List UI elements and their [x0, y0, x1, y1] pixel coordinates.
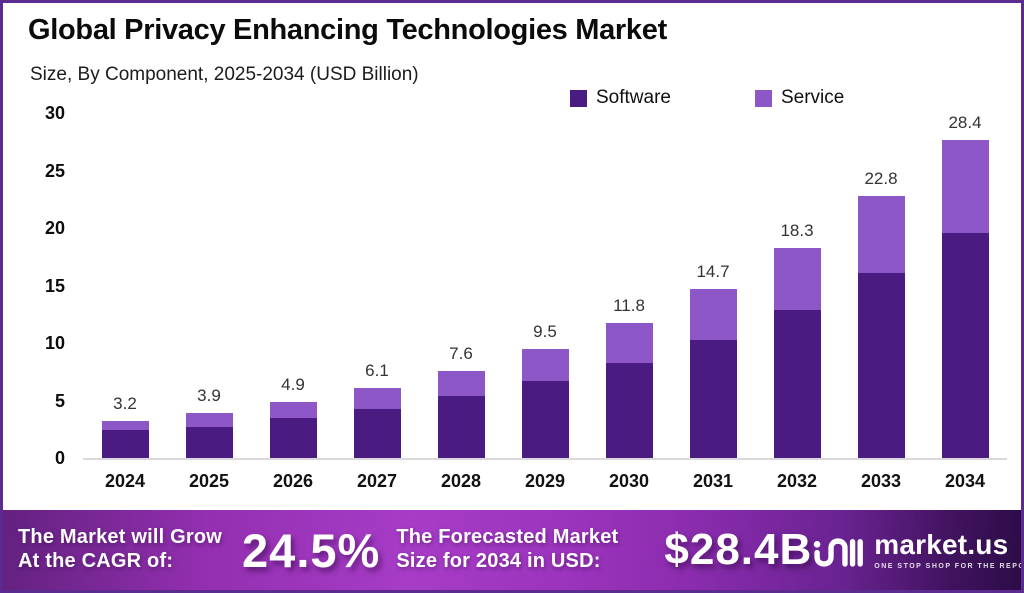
software-bar-segment — [101, 430, 149, 458]
chart-subtitle: Size, By Component, 2025-2034 (USD Billi… — [30, 64, 419, 85]
cagr-label-line2: At the CAGR of: — [18, 550, 174, 572]
logo-tagline: ONE STOP SHOP FOR THE REPORTS — [874, 562, 1021, 570]
bar-column-2031: 14.7 2031 — [671, 113, 755, 491]
bar-value-label: 6.1 — [365, 361, 389, 380]
bar-column-2033: 22.8 2033 — [839, 113, 923, 491]
x-axis-label: 2033 — [860, 471, 902, 491]
bar-column-2034: 28.4 2034 — [923, 113, 1007, 491]
x-axis-label: 2026 — [272, 471, 314, 491]
bar-value-label: 28.4 — [948, 113, 982, 132]
logo-text-block: market.us ONE STOP SHOP FOR THE REPORTS — [874, 528, 1021, 570]
y-axis: 0 5 10 15 20 25 30 — [19, 103, 65, 468]
software-bar-segment — [437, 396, 485, 458]
bar-value-label: 4.9 — [281, 375, 305, 394]
legend-item-software: Software — [570, 87, 671, 109]
service-bar-segment — [437, 371, 485, 396]
cagr-label-line1: The Market will Grow — [18, 526, 223, 549]
legend-item-service: Service — [754, 87, 845, 109]
x-axis-label: 2028 — [440, 471, 482, 491]
y-axis-tick: 5 — [54, 390, 65, 411]
y-axis-tick: 30 — [44, 103, 65, 123]
legend-swatch-icon — [570, 89, 587, 107]
forecast-label-line2: Size for 2034 in USD: — [396, 550, 601, 572]
software-bar-segment — [185, 427, 233, 458]
bar-column-2032: 18.3 2032 — [755, 113, 839, 491]
software-bar-segment — [269, 418, 317, 458]
software-bar-segment — [521, 381, 569, 458]
bar-value-label: 11.8 — [613, 296, 645, 315]
x-axis-label: 2030 — [608, 471, 650, 491]
bar-column-2028: 7.6 2028 — [419, 113, 503, 491]
bottom-banner: The Market will Grow At the CAGR of: 24.… — [3, 510, 1021, 590]
software-bar-segment — [773, 310, 821, 458]
legend-swatch-icon — [754, 89, 772, 107]
software-bar-segment — [353, 409, 401, 458]
software-bar-segment — [941, 232, 989, 458]
service-bar-segment — [857, 196, 905, 273]
service-bar-segment — [353, 388, 401, 409]
y-axis-tick: 25 — [44, 160, 65, 181]
service-bar-segment — [269, 402, 317, 418]
x-axis-label: 2034 — [944, 471, 986, 491]
bar-value-label: 14.7 — [696, 262, 730, 281]
bar-column-2026: 4.9 2026 — [251, 113, 335, 491]
bar-column-2027: 6.1 2027 — [335, 113, 419, 491]
cagr-value: 24.5% — [242, 523, 381, 577]
software-bar-segment — [689, 340, 737, 458]
y-axis-tick: 15 — [44, 275, 65, 296]
chart-legend: Software Service — [570, 87, 844, 109]
legend-label: Service — [780, 87, 845, 108]
service-bar-segment — [521, 349, 569, 381]
bar-column-2024: 3.2 2024 — [83, 113, 167, 491]
y-axis-tick: 0 — [54, 448, 65, 468]
bar-value-label: 9.5 — [533, 322, 557, 341]
x-axis-label: 2025 — [188, 471, 230, 491]
service-bar-segment — [689, 289, 737, 340]
x-axis-label: 2027 — [356, 471, 398, 491]
x-axis-label: 2024 — [104, 471, 146, 491]
market-us-logo-icon — [814, 538, 864, 567]
x-axis-label: 2031 — [692, 471, 734, 491]
service-bar-segment — [185, 413, 233, 427]
y-axis-tick: 10 — [44, 333, 65, 353]
cagr-label: The Market will Grow At the CAGR of: — [18, 526, 222, 573]
page-title: Global Privacy Enhancing Technologies Ma… — [28, 14, 667, 46]
market-us-logo: market.us ONE STOP SHOP FOR THE REPORTS — [812, 528, 1021, 570]
software-bar-segment — [605, 363, 653, 458]
bar-value-label: 3.9 — [197, 386, 221, 405]
forecast-label: The Forecasted Market Size for 2034 in U… — [396, 526, 618, 573]
plot-area: 3.2 2024 3.9 2025 4.9 2026 6.1 2027 7.6 2028 9.5 20… — [83, 113, 1007, 491]
forecast-value: $28.4B — [664, 525, 813, 574]
logo-name: market.us — [874, 528, 1009, 560]
bar-value-label: 18.3 — [780, 221, 814, 240]
service-bar-segment — [101, 421, 149, 430]
legend-label: Software — [596, 87, 671, 108]
forecast-label-line1: The Forecasted Market — [396, 526, 619, 549]
bar-value-label: 7.6 — [449, 344, 473, 363]
bar-value-label: 22.8 — [864, 169, 898, 188]
bar-column-2030: 11.8 2030 — [587, 113, 671, 491]
x-axis-label: 2032 — [776, 471, 818, 491]
service-bar-segment — [605, 323, 653, 363]
software-bar-segment — [857, 273, 905, 458]
bar-value-label: 3.2 — [113, 394, 137, 413]
service-bar-segment — [773, 248, 821, 310]
x-axis-label: 2029 — [524, 471, 566, 491]
bar-column-2029: 9.5 2029 — [503, 113, 587, 491]
bar-column-2025: 3.9 2025 — [167, 113, 251, 491]
service-bar-segment — [941, 140, 989, 233]
y-axis-tick: 20 — [44, 218, 65, 238]
